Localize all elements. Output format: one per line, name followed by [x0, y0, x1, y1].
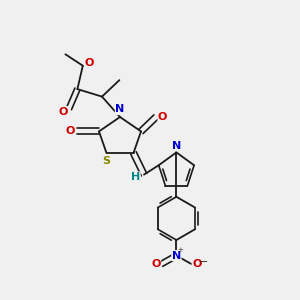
Text: +: + — [178, 247, 184, 253]
Text: O: O — [151, 259, 161, 269]
Text: O: O — [192, 259, 202, 269]
Text: O: O — [85, 58, 94, 68]
Text: H: H — [131, 172, 140, 182]
Text: −: − — [199, 257, 208, 268]
Text: O: O — [65, 126, 75, 136]
Text: O: O — [59, 106, 68, 117]
Text: N: N — [116, 104, 124, 115]
Text: O: O — [158, 112, 167, 122]
Text: N: N — [172, 250, 181, 261]
Text: N: N — [172, 141, 181, 151]
Text: S: S — [103, 156, 110, 167]
